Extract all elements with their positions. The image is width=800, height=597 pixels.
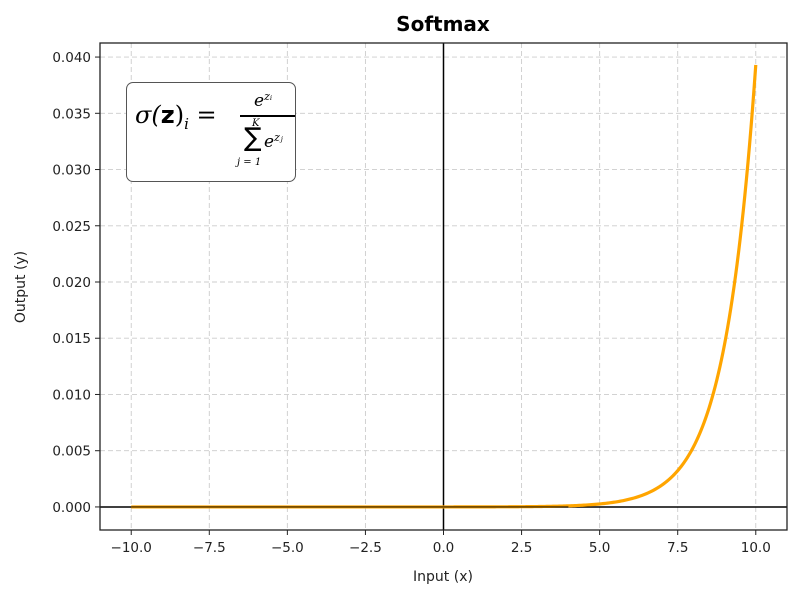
formula-subscript: i xyxy=(184,115,189,133)
y-tick-label: 0.025 xyxy=(52,219,91,235)
denominator-exponent: zⱼ xyxy=(274,131,283,144)
sum-upper-limit: K xyxy=(252,118,260,129)
numerator-exponent: zᵢ xyxy=(264,90,273,103)
y-tick-label: 0.005 xyxy=(52,444,91,460)
y-tick-label: 0.000 xyxy=(52,500,91,516)
series-softmax xyxy=(131,64,758,509)
x-tick-label: −10.0 xyxy=(111,540,152,556)
formula-lhs: σ(z)i = xyxy=(135,101,217,133)
x-axis-label: Input (x) xyxy=(413,569,473,585)
y-tick-label: 0.030 xyxy=(52,163,91,179)
x-tick-label: 10.0 xyxy=(741,540,771,556)
formula-sigma: σ( xyxy=(135,101,161,129)
y-tick-label: 0.040 xyxy=(52,50,91,66)
numerator-base: e xyxy=(254,91,265,111)
fraction-bar xyxy=(240,115,295,117)
y-tick-label: 0.020 xyxy=(52,275,91,291)
formula-z: z xyxy=(160,101,175,129)
summation-symbol: ∑ xyxy=(244,123,262,153)
denominator-base: e xyxy=(264,132,275,152)
x-tick-label: −7.5 xyxy=(193,540,226,556)
sum-lower-limit: j = 1 xyxy=(237,157,262,168)
formula-numerator: ezᵢ xyxy=(254,90,273,111)
y-tick-label: 0.010 xyxy=(52,387,91,403)
x-tick-label: −2.5 xyxy=(349,540,382,556)
x-axis-ticks: −10.0 −7.5 −5.0 −2.5 0.0 2.5 5.0 7.5 10.0 xyxy=(111,530,771,556)
x-tick-label: 7.5 xyxy=(667,540,688,556)
formula-annotation-box: σ(z)i = ezᵢ K ∑ ezⱼ j = 1 xyxy=(126,82,296,182)
x-tick-label: 5.0 xyxy=(589,540,610,556)
formula-equals: = xyxy=(188,101,217,129)
x-tick-label: 2.5 xyxy=(511,540,532,556)
chart-title: Softmax xyxy=(396,12,490,36)
x-tick-label: −5.0 xyxy=(271,540,304,556)
y-axis-label: Output (y) xyxy=(13,251,29,323)
x-tick-label: 0.0 xyxy=(433,540,454,556)
y-tick-label: 0.035 xyxy=(52,106,91,122)
formula-denominator: ezⱼ xyxy=(264,131,283,152)
y-axis-ticks: 0.000 0.005 0.010 0.015 0.020 0.025 0.030 0.035… xyxy=(52,50,100,516)
formula-close-paren: ) xyxy=(174,101,185,129)
y-tick-label: 0.015 xyxy=(52,331,91,347)
